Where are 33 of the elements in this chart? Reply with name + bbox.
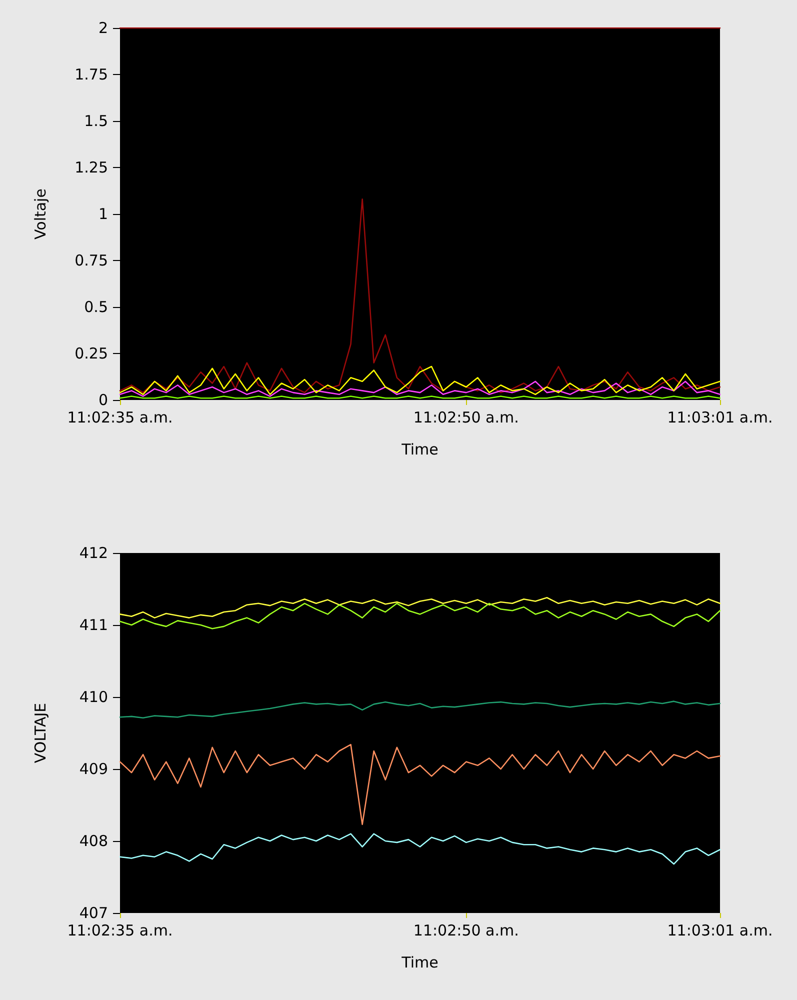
y-tick-label: 1.75	[74, 66, 108, 84]
y-tick-label: 1.5	[84, 112, 108, 130]
line-series	[119, 744, 721, 826]
y-tick-label: 407	[79, 904, 108, 922]
x-tick-label: 11:02:35 a.m.	[67, 408, 173, 426]
line-series	[119, 833, 721, 865]
x-tick-label: 11:02:50 a.m.	[413, 408, 519, 426]
line-series	[119, 596, 721, 618]
y-tick-label: 410	[79, 688, 108, 706]
x-axis-title: Time	[400, 954, 438, 972]
line-series	[119, 380, 721, 397]
line-series	[119, 198, 721, 394]
line-series	[119, 366, 721, 396]
x-tick-label: 11:02:35 a.m.	[67, 922, 173, 940]
y-tick-label: 408	[79, 832, 108, 850]
x-tick-label: 11:02:50 a.m.	[413, 922, 519, 940]
y-tick-label: 412	[79, 544, 108, 562]
y-tick-label: 1	[98, 205, 108, 223]
y-tick-label: 0.25	[74, 344, 108, 362]
y-tick-label: 2	[98, 19, 108, 37]
y-tick-label: 409	[79, 760, 108, 778]
y-tick-label: 0.75	[74, 252, 108, 270]
y-axis-title: VOLTAJE	[32, 702, 50, 764]
y-tick-label: 1.25	[74, 158, 108, 176]
x-axis-title: Time	[400, 440, 438, 458]
y-axis-title: Voltaje	[32, 188, 50, 240]
y-tick-label: 0	[98, 391, 108, 409]
x-tick-label: 11:03:01 a.m.	[667, 408, 773, 426]
x-tick-label: 11:03:01 a.m.	[667, 922, 773, 940]
y-tick-label: 0.5	[84, 298, 108, 316]
line-series	[119, 700, 721, 719]
y-tick-label: 411	[79, 616, 108, 634]
line-series	[119, 602, 721, 630]
